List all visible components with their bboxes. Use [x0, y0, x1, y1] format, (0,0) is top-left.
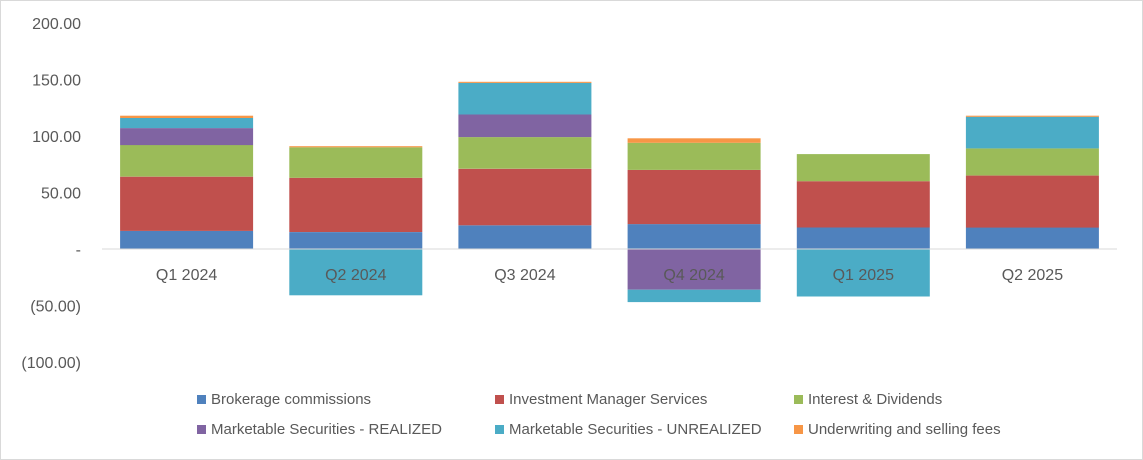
legend-label: Marketable Securities - REALIZED — [211, 421, 442, 438]
legend-swatch — [794, 425, 803, 434]
bar-segment-q1-2024-series-2 — [120, 176, 254, 231]
bar-segment-q1-2025-series-1 — [796, 227, 930, 249]
bar-segment-q1-2025-series-5 — [796, 249, 930, 297]
bar-segment-q2-2024-series-1 — [289, 232, 423, 249]
bar-segment-q2-2025-series-1 — [965, 227, 1099, 249]
x-category-label: Q4 2024 — [663, 267, 724, 284]
bar-segment-q1-2024-series-6 — [120, 115, 254, 118]
bar-segment-q1-2025-series-2 — [796, 181, 930, 228]
x-category-label: Q1 2024 — [156, 267, 217, 284]
bar-segment-q3-2024-series-2 — [458, 168, 592, 226]
bar-segment-q1-2024-series-3 — [120, 145, 254, 177]
x-axis: Q1 2024 Q2 2024 Q3 2024 Q4 2024 Q1 2025 Q2 20… — [156, 267, 1063, 284]
legend-item: Underwriting and selling fees — [794, 421, 1001, 438]
y-tick-label: 100.00 — [32, 129, 81, 146]
bar-segment-q1-2024-series-4 — [120, 128, 254, 146]
bar-segment-q2-2025-series-2 — [965, 175, 1099, 228]
bars-layer — [120, 81, 1099, 303]
bar-segment-q1-2025-series-3 — [796, 154, 930, 182]
y-tick-label: 50.00 — [41, 186, 81, 203]
bar-segment-q1-2024-series-5 — [120, 117, 254, 129]
legend-swatch — [495, 425, 504, 434]
legend-swatch — [794, 395, 803, 404]
legend-swatch — [197, 395, 206, 404]
y-tick-label: (100.00) — [21, 355, 81, 372]
x-category-label: Q3 2024 — [494, 267, 555, 284]
legend-item: Investment Manager Services — [495, 391, 707, 408]
bar-segment-q3-2024-series-3 — [458, 137, 592, 169]
bar-segment-q2-2024-series-5 — [289, 249, 423, 296]
bar-segment-q2-2025-series-3 — [965, 148, 1099, 176]
bar-segment-q1-2024-series-1 — [120, 230, 254, 249]
legend-item: Marketable Securities - UNREALIZED — [495, 421, 762, 438]
legend-swatch — [197, 425, 206, 434]
y-tick-label: - — [76, 242, 81, 259]
y-tick-label: 200.00 — [32, 16, 81, 33]
bar-segment-q2-2024-series-6 — [289, 146, 423, 148]
bar-segment-q4-2024-series-6 — [627, 138, 761, 143]
bar-segment-q4-2024-series-5 — [627, 289, 761, 303]
bar-segment-q3-2024-series-5 — [458, 82, 592, 115]
y-axis: 200.00 150.00 100.00 50.00 - (50.00) (100.00) — [21, 16, 81, 372]
legend-label: Underwriting and selling fees — [808, 421, 1001, 438]
bar-segment-q3-2024-series-4 — [458, 114, 592, 138]
bar-segment-q4-2024-series-3 — [627, 142, 761, 170]
bar-segment-q2-2025-series-6 — [965, 115, 1099, 117]
bar-segment-q4-2024-series-4 — [627, 249, 761, 290]
legend-label: Investment Manager Services — [509, 391, 708, 408]
bar-segment-q2-2024-series-3 — [289, 147, 423, 178]
bar-segment-q3-2024-series-1 — [458, 225, 592, 249]
bar-segment-q4-2024-series-1 — [627, 224, 761, 249]
bar-segment-q3-2024-series-6 — [458, 81, 592, 83]
legend-item: Marketable Securities - REALIZED — [197, 421, 442, 438]
legend-label: Interest & Dividends — [808, 391, 943, 408]
y-tick-label: 150.00 — [32, 73, 81, 90]
legend-swatch — [495, 395, 504, 404]
y-tick-label: (50.00) — [30, 299, 81, 316]
bar-segment-q4-2024-series-2 — [627, 169, 761, 225]
legend-item: Brokerage commissions — [197, 391, 371, 408]
legend-label: Brokerage commissions — [211, 391, 372, 408]
legend-label: Marketable Securities - UNREALIZED — [509, 421, 762, 438]
bar-segment-q2-2025-series-5 — [965, 116, 1099, 149]
x-category-label: Q2 2025 — [1002, 267, 1063, 284]
bar-segment-q2-2024-series-2 — [289, 177, 423, 232]
x-category-label: Q1 2025 — [833, 267, 894, 284]
legend-item: Interest & Dividends — [794, 391, 942, 408]
x-category-label: Q2 2024 — [325, 267, 386, 284]
